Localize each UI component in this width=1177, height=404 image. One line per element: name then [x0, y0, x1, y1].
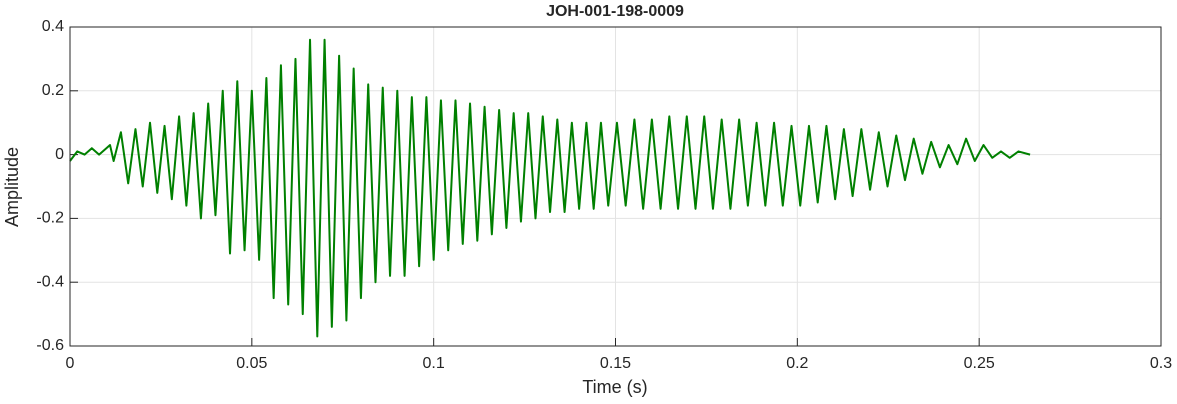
x-tick-label: 0	[66, 355, 75, 372]
y-tick-label: 0.4	[42, 18, 64, 35]
y-tick-label: -0.4	[36, 273, 64, 290]
chart-title: JOH-001-198-0009	[546, 3, 684, 20]
y-tick-label: -0.2	[36, 210, 64, 227]
x-tick-label: 0.2	[786, 355, 808, 372]
x-tick-label: 0.15	[600, 355, 631, 372]
x-axis-label: Time (s)	[582, 377, 647, 397]
y-tick-label: 0	[55, 146, 64, 163]
y-axis-label: Amplitude	[2, 147, 22, 227]
y-tick-label: 0.2	[42, 82, 64, 99]
plot-frame	[69, 26, 1162, 347]
x-tick-label: 0.25	[964, 355, 995, 372]
x-tick-label: 0.1	[423, 355, 445, 372]
y-tick-label: -0.6	[36, 337, 64, 354]
x-tick-label: 0.05	[236, 355, 267, 372]
x-tick-label: 0.3	[1150, 355, 1172, 372]
waveform-line	[69, 38, 1031, 338]
